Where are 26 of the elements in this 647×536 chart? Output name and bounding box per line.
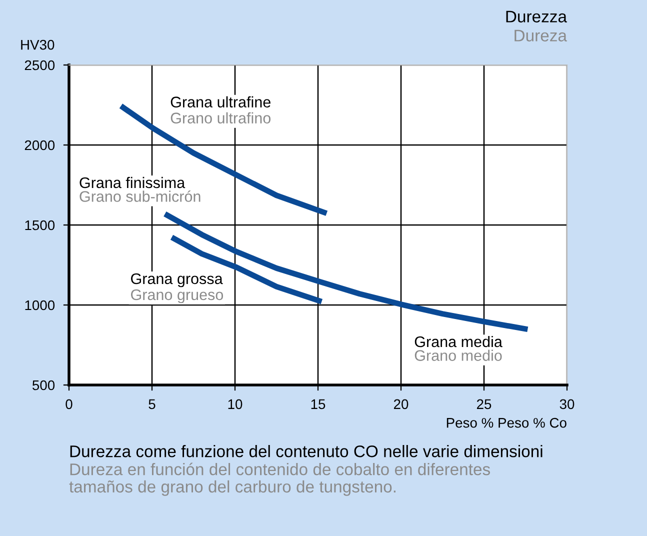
x-tick-label: 5 bbox=[148, 399, 156, 410]
x-tick-label: 20 bbox=[394, 399, 408, 410]
y-tick-label: 2500 bbox=[24, 60, 55, 70]
x-tick-label: 30 bbox=[560, 399, 574, 410]
annotation: Grana ultrafine bbox=[170, 96, 270, 108]
chart-subtitle: Dureza bbox=[514, 30, 567, 42]
x-tick-label: 15 bbox=[311, 399, 326, 410]
y-tick-label: 500 bbox=[32, 380, 55, 390]
y-axis-title: HV30 bbox=[21, 40, 54, 50]
annotation: Grana finissima bbox=[80, 176, 186, 188]
x-tick-label: 25 bbox=[476, 399, 492, 410]
y-tick-label: 2000 bbox=[24, 140, 55, 150]
x-axis-title: Peso % Peso % Co bbox=[446, 418, 566, 428]
x-tick-label: 10 bbox=[228, 399, 242, 410]
chart-title: Durezza bbox=[506, 10, 567, 22]
y-tick-label: 1500 bbox=[25, 220, 55, 230]
x-tick-label: 0 bbox=[66, 399, 72, 410]
annotation: Grano ultrafino bbox=[170, 112, 271, 124]
annotation: Grano medio bbox=[414, 350, 502, 361]
annotation: Grano grueso bbox=[131, 289, 224, 304]
annotation: Grano sub-micrón bbox=[80, 190, 200, 202]
text: Dureza en función del contenido de cobalto en diferentes tamaños de grano del carburo de tungsteno. bbox=[69, 462, 490, 496]
text: Durezza come funzione del contenuto CO nelle varie dimensioni bbox=[70, 445, 542, 458]
annotation: Grana grossa bbox=[131, 273, 223, 288]
y-tick-label: 1000 bbox=[25, 300, 55, 310]
annotation: Grana media bbox=[414, 336, 502, 348]
